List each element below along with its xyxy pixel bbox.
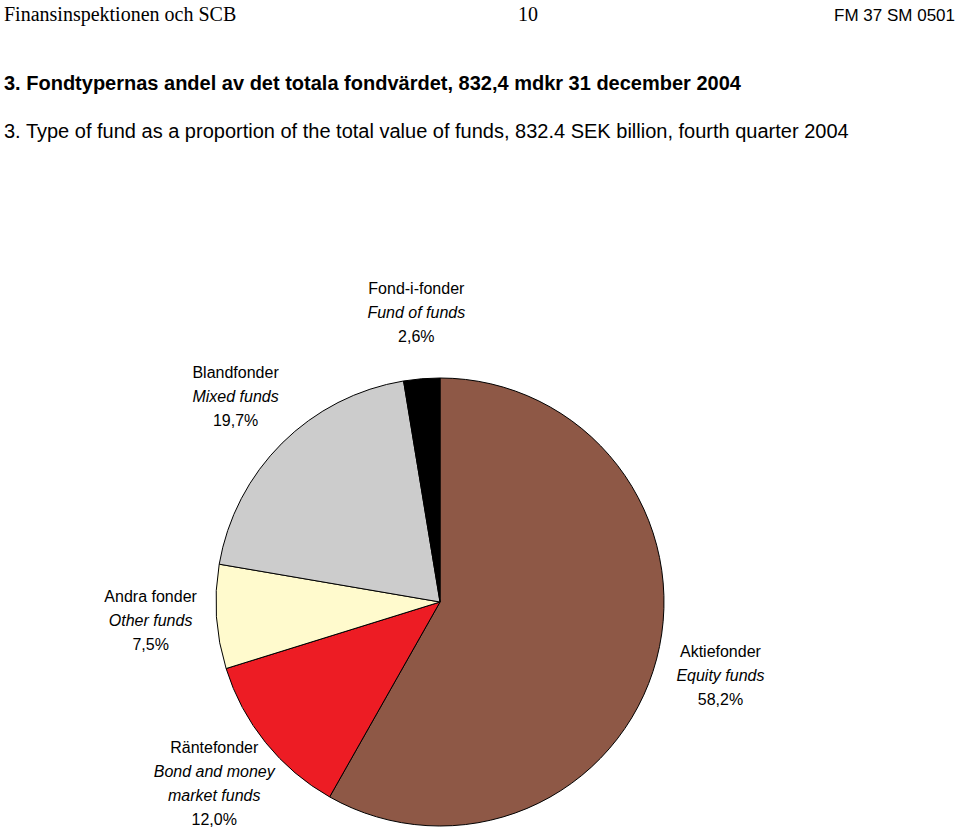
header-right: FM 37 SM 0501	[834, 6, 955, 25]
english-label: market funds	[168, 787, 260, 804]
title: 3. Fondtypernas andel av det totala fond…	[4, 72, 742, 94]
header-left: Finansinspektionen och SCB	[4, 3, 236, 26]
header-center: 10	[518, 3, 538, 25]
english-label: Bond and money	[154, 763, 276, 780]
english-label: Equity funds	[676, 667, 764, 684]
category-label: Blandfonder	[192, 364, 279, 381]
category-label: Räntefonder	[170, 739, 259, 756]
english-label: Fund of funds	[367, 304, 465, 321]
data-label: 2,6%	[398, 328, 434, 345]
category-label: Andra fonder	[104, 588, 197, 605]
subtitle: 3. Type of fund as a proportion of the t…	[4, 120, 849, 142]
category-label: Fond-i-fonder	[368, 280, 465, 297]
chart: Finansinspektionen och SCB 10 FM 37 SM 050…	[0, 0, 960, 834]
data-label: 7,5%	[132, 636, 168, 653]
english-label: Mixed funds	[192, 388, 278, 405]
pie	[216, 378, 664, 826]
data-label: 19,7%	[213, 412, 258, 429]
labels: Aktiefonder Equity funds 58,2% Räntefonder B…	[104, 280, 764, 828]
data-label: 58,2%	[698, 691, 743, 708]
slice	[404, 378, 440, 602]
data-label: 12,0%	[192, 811, 237, 828]
english-label: Other funds	[109, 612, 193, 629]
category-label: Aktiefonder	[680, 643, 762, 660]
